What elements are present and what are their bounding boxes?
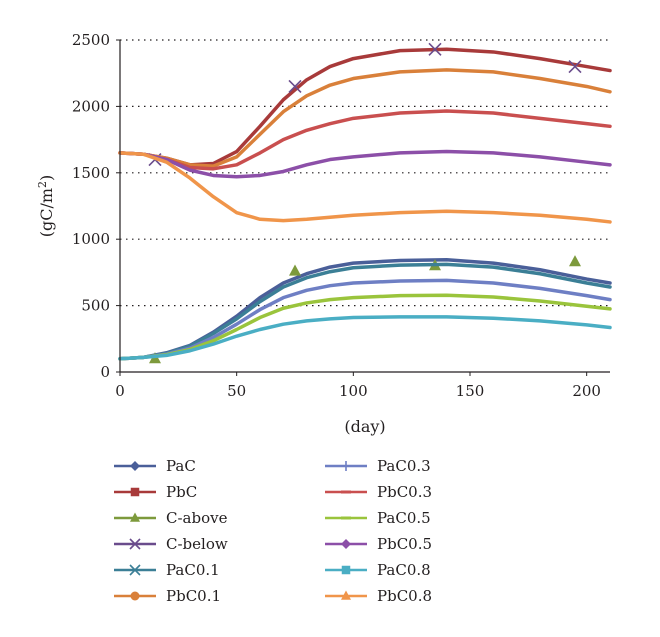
legend-marker-pbc0-3	[341, 490, 351, 494]
series-pbc0-3	[118, 109, 612, 171]
legend-label-c-above: C-above	[166, 509, 228, 527]
y-axis-title-close: )	[37, 175, 56, 181]
grid	[120, 39, 610, 307]
x-tick-label-150: 150	[456, 382, 485, 400]
data-point-c-above	[569, 255, 581, 267]
legend-marker-pac0-1	[129, 564, 141, 576]
axes	[116, 39, 610, 376]
series-line-pac0-1	[118, 262, 612, 361]
y-axis-title-main: (gC/m	[37, 188, 56, 237]
legend-label-pbc0-1: PbC0.1	[166, 587, 221, 605]
series-line-pbc0-1	[118, 68, 612, 168]
series-pbc0-8	[118, 151, 612, 224]
y-tick-label-0: 0	[100, 363, 110, 381]
series-c-above	[149, 255, 581, 364]
data-point-c-above	[289, 264, 301, 276]
legend-label-pac0-8: PaC0.8	[377, 561, 431, 579]
series-line-pbc0-3	[118, 109, 612, 171]
legend-label-pbc0-5: PbC0.5	[377, 535, 432, 553]
x-tick-label-0: 0	[115, 382, 125, 400]
series-line-pbc	[118, 47, 612, 167]
legend-marker-pbc0-5	[341, 539, 351, 549]
legend-marker-pac0-3	[341, 461, 351, 471]
series-c-below	[148, 42, 582, 167]
legend-label-pac: PaC	[166, 457, 196, 475]
legend-label-c-below: C-below	[166, 535, 228, 553]
legend-marker-pbc0-8	[341, 590, 351, 600]
series-pac0-1	[118, 262, 612, 361]
legend-item-pac0-3: PaC0.3	[325, 457, 431, 475]
legend-label-pac0-3: PaC0.3	[377, 457, 431, 475]
plot-area	[118, 42, 612, 364]
series-pac0-8	[118, 315, 612, 361]
y-tick-label-500: 500	[81, 297, 110, 315]
data-point-c-below	[428, 42, 442, 56]
series-line-pbc0-5	[118, 149, 612, 179]
legend-item-pbc0-3: PbC0.3	[325, 483, 432, 501]
series-pbc	[118, 47, 612, 167]
legend-marker-pbc0-1	[130, 591, 140, 601]
legend-item-pac0-8: PaC0.8	[325, 561, 431, 579]
legend-label-pbc0-3: PbC0.3	[377, 483, 432, 501]
series-pbc0-5	[118, 149, 612, 179]
y-tick-label-2500: 2500	[72, 31, 110, 49]
legend: PaC PbC C-above C-below PaC0.1 PbC0.1 PaC0.3 Pb…	[114, 457, 432, 605]
series-line-pbc0-8	[118, 151, 612, 224]
data-point-c-below	[568, 59, 582, 74]
x-tick-label-200: 200	[572, 382, 601, 400]
y-axis-title: (gC/m2)	[36, 175, 56, 238]
series-pbc0-1	[118, 68, 612, 168]
legend-item-c-above: C-above	[114, 509, 228, 527]
legend-label-pac0-5: PaC0.5	[377, 509, 431, 527]
series-line-pac0-8	[118, 315, 612, 361]
y-tick-label-1000: 1000	[72, 230, 110, 248]
legend-marker-pac0-8	[341, 565, 351, 575]
x-tick-label-100: 100	[339, 382, 368, 400]
legend-item-pac: PaC	[114, 457, 196, 475]
tick-labels: 0 500 1000 1500 2000 2500 0 50 100 150 200	[72, 31, 601, 400]
legend-item-pac0-5: PaC0.5	[325, 509, 431, 527]
y-axis-title-sup: 2	[36, 181, 49, 188]
data-point-c-below	[288, 79, 302, 94]
legend-marker-c-above	[130, 512, 140, 522]
legend-label-pbc: PbC	[166, 483, 197, 501]
legend-marker-pbc	[130, 487, 140, 497]
legend-item-pbc0-8: PbC0.8	[325, 587, 432, 605]
legend-item-pac0-1: PaC0.1	[114, 561, 220, 579]
legend-marker-pac0-5	[341, 516, 351, 520]
legend-label-pbc0-8: PbC0.8	[377, 587, 432, 605]
legend-item-pbc: PbC	[114, 483, 197, 501]
legend-item-pbc0-5: PbC0.5	[325, 535, 432, 553]
y-tick-label-2000: 2000	[72, 97, 110, 115]
legend-item-pbc0-1: PbC0.1	[114, 587, 221, 605]
x-tick-label-50: 50	[227, 382, 246, 400]
legend-marker-pac	[130, 461, 140, 471]
x-axis-title: (day)	[344, 417, 385, 436]
legend-item-c-below: C-below	[114, 535, 228, 553]
legend-label-pac0-1: PaC0.1	[166, 561, 220, 579]
legend-marker-c-below	[129, 538, 141, 550]
y-tick-label-1500: 1500	[72, 164, 110, 182]
